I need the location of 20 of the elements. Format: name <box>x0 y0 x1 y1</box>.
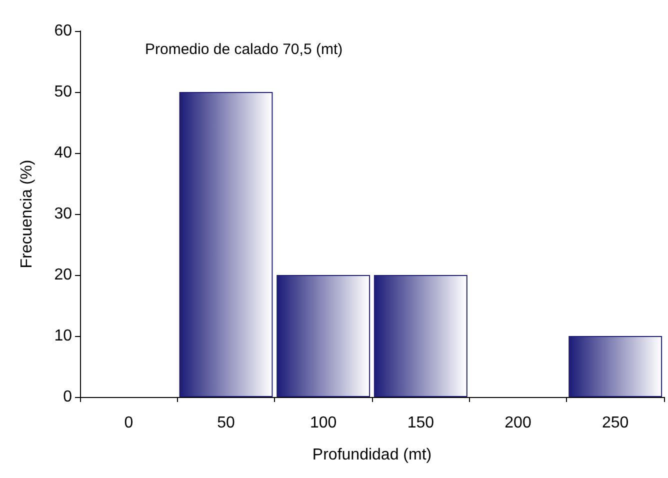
x-tick-label: 150 <box>407 414 434 432</box>
x-tick-label: 0 <box>124 414 134 432</box>
x-tick-label: 100 <box>310 414 337 432</box>
x-tick-label: 250 <box>602 414 629 432</box>
y-axis-title: Frecuencia (%) <box>18 160 36 268</box>
annotation: Promedio de calado 70,5 (mt) <box>145 41 343 58</box>
bar <box>374 275 468 397</box>
bar <box>568 336 662 397</box>
y-tick-label: 60 <box>54 22 72 40</box>
bar <box>276 275 370 397</box>
y-tick-label: 10 <box>54 328 72 344</box>
bar <box>179 92 273 397</box>
y-tick-label: 30 <box>54 206 72 222</box>
x-tick-label: 50 <box>217 414 235 432</box>
x-axis-title: Profundidad (mt) <box>312 446 432 464</box>
y-tick-label: 40 <box>54 144 72 162</box>
y-tick-label: 0 <box>63 388 72 406</box>
x-tick-label: 200 <box>504 414 532 432</box>
y-tick-label: 20 <box>54 266 72 284</box>
y-tick-label: 50 <box>54 84 72 100</box>
